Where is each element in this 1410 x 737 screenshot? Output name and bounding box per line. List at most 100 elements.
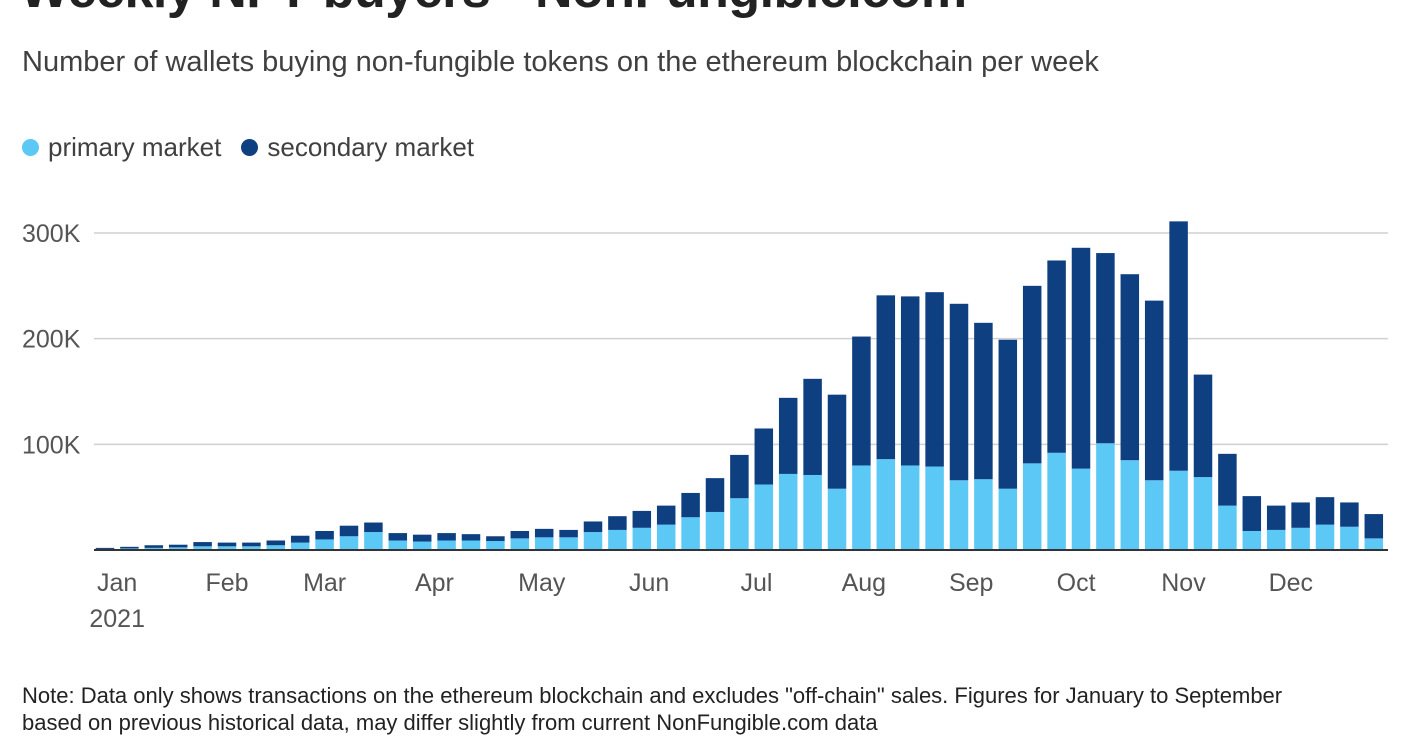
bar-secondary-market (1291, 502, 1310, 528)
bar-secondary-market (998, 339, 1018, 489)
bar-secondary-market (1120, 274, 1140, 461)
bar-primary-market (656, 524, 676, 550)
bar-secondary-market (974, 322, 993, 480)
bar-primary-market (266, 545, 286, 550)
bar-primary-market (1120, 460, 1140, 550)
bar-secondary-market (632, 510, 652, 528)
bar-primary-market (705, 511, 725, 550)
x-tick-label: Nov (1161, 569, 1206, 597)
bar-primary-market (290, 542, 310, 550)
bar-secondary-market (1242, 496, 1262, 531)
bar-secondary-market (1022, 285, 1042, 464)
bar-primary-market (412, 541, 432, 550)
x-tick-label: Apr (415, 569, 454, 597)
bar-primary-market (339, 536, 359, 550)
bar-secondary-market (803, 378, 822, 475)
x-tick-label: Mar (303, 569, 346, 597)
bar-secondary-market (925, 292, 944, 467)
bar-secondary-market (290, 535, 310, 543)
bar-secondary-market (656, 505, 676, 525)
bar-secondary-market (681, 492, 700, 518)
bar-primary-market (1022, 463, 1042, 550)
bar-primary-market (974, 479, 993, 550)
y-tick-label: 200K (22, 326, 81, 354)
y-tick-label: 300K (22, 220, 81, 248)
bar-primary-market (1193, 477, 1213, 550)
bar-secondary-market (388, 533, 408, 541)
axes: 100K 200K 300K Jan 2021 Feb Mar Apr May Jun Jul Aug… (22, 220, 1388, 633)
bar-primary-market (510, 538, 530, 550)
bars (95, 221, 1384, 550)
bar-primary-market (730, 498, 749, 550)
chart-note: Note: Data only shows transactions on th… (22, 683, 1283, 708)
bar-primary-market (1144, 480, 1164, 550)
x-tick-sublabel: 2021 (89, 605, 145, 633)
bar-primary-market (486, 541, 505, 550)
bar-primary-market (1169, 470, 1188, 550)
bar-secondary-market (1047, 260, 1066, 453)
chart-legend: primary market secondary market (22, 132, 494, 163)
bar-secondary-market (266, 540, 286, 546)
bar-secondary-market (852, 336, 871, 466)
bar-secondary-market (144, 545, 164, 548)
bar-secondary-market (217, 542, 237, 547)
bar-secondary-market (754, 428, 774, 485)
bar-primary-market (1242, 530, 1262, 550)
bar-secondary-market (1071, 247, 1091, 469)
legend-swatch-primary (22, 139, 39, 156)
bar-primary-market (437, 540, 456, 550)
bar-primary-market (1096, 443, 1115, 550)
x-tick-label: Aug (842, 569, 886, 597)
bar-primary-market (1071, 468, 1091, 550)
bar-primary-market (559, 537, 578, 550)
bar-primary-market (193, 546, 212, 550)
bar-secondary-market (559, 529, 578, 538)
bar-secondary-market (1340, 502, 1359, 527)
bar-secondary-market (1315, 497, 1335, 525)
legend-item-secondary: secondary market (241, 132, 474, 163)
bar-primary-market (632, 527, 652, 550)
bar-primary-market (949, 480, 969, 550)
bar-secondary-market (168, 544, 188, 548)
bar-secondary-market (461, 534, 481, 541)
bar-secondary-market (1364, 514, 1384, 539)
bar-primary-market (1047, 452, 1066, 550)
bar-primary-market (534, 537, 554, 550)
bar-secondary-market (95, 547, 115, 549)
bar-primary-market (364, 532, 383, 550)
bar-primary-market (1364, 538, 1384, 550)
bar-secondary-market (730, 454, 749, 499)
bar-primary-market (315, 539, 334, 550)
bar-primary-market (1291, 527, 1310, 550)
bar-secondary-market (339, 525, 359, 537)
bar-primary-market (1340, 526, 1359, 550)
legend-swatch-secondary (241, 139, 259, 156)
chart-note-continued: based on previous historical data, may d… (22, 710, 878, 735)
x-tick-label: May (518, 569, 566, 597)
bar-primary-market (681, 517, 700, 550)
bar-secondary-market (608, 516, 627, 530)
bar-secondary-market (876, 295, 896, 460)
bar-secondary-market (583, 521, 603, 533)
chart-subtitle: Number of wallets buying non-fungible to… (22, 46, 1099, 78)
bar-primary-market (388, 540, 408, 550)
x-tick-label: Oct (1057, 569, 1096, 597)
bar-secondary-market (510, 530, 530, 539)
legend-item-primary: primary market (22, 132, 221, 163)
bar-primary-market (900, 465, 920, 550)
bar-secondary-market (364, 522, 383, 533)
bar-secondary-market (193, 542, 212, 547)
bar-secondary-market (242, 542, 261, 547)
bar-secondary-market (705, 478, 725, 512)
bar-primary-market (778, 473, 798, 550)
y-tick-label: 100K (22, 431, 81, 459)
bar-secondary-market (900, 296, 920, 466)
bar-secondary-market (315, 530, 334, 540)
bar-secondary-market (1193, 374, 1213, 478)
bar-primary-market (168, 547, 188, 550)
bar-primary-market (242, 546, 261, 550)
bar-secondary-market (1218, 453, 1237, 506)
bar-primary-market (852, 465, 871, 550)
bar-primary-market (827, 488, 847, 550)
bar-secondary-market (534, 528, 554, 538)
